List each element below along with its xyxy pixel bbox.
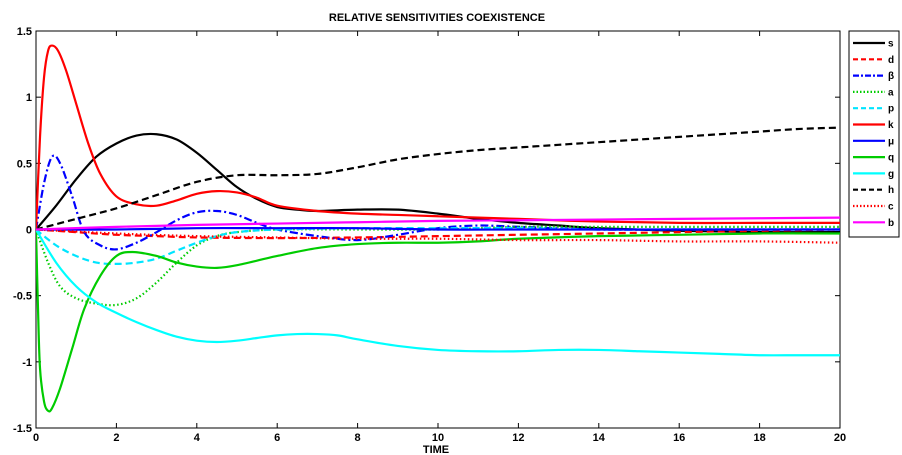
- x-tick-label: 0: [33, 432, 39, 444]
- series-line-10: [36, 228, 840, 244]
- legend-label: g: [888, 169, 894, 180]
- axis-ticks: 0 2 4 6 8 10 12 14 16 18 20 1.5 1 0.5 0 -0.5 -1 -1.5: [13, 26, 846, 444]
- x-tick-label: 2: [113, 432, 119, 444]
- legend-box: [848, 30, 900, 238]
- series-line-8: [36, 228, 840, 357]
- x-tick-label: 14: [593, 432, 606, 444]
- series-line-5: [36, 44, 840, 230]
- series-line-6: [36, 226, 840, 231]
- x-axis-label: TIME: [423, 444, 449, 455]
- y-tick-label: 1: [26, 92, 32, 104]
- legend-label: d: [888, 55, 894, 66]
- y-tick-label: 1.5: [17, 26, 32, 38]
- legend-label: h: [888, 185, 894, 196]
- series-line-9: [36, 126, 840, 231]
- legend-label: c: [888, 202, 894, 213]
- series-line-1: [36, 228, 840, 240]
- x-tick-label: 16: [673, 432, 685, 444]
- legend-label: s: [888, 39, 894, 50]
- x-tick-label: 12: [512, 432, 524, 444]
- x-tick-label: 6: [274, 432, 280, 444]
- series-line-11: [36, 216, 840, 231]
- legend-label: μ: [888, 136, 894, 147]
- y-tick-label: -1.5: [13, 423, 32, 435]
- x-tick-label: 20: [834, 432, 846, 444]
- legend-label: a: [888, 87, 894, 98]
- x-tick-label: 18: [753, 432, 765, 444]
- y-tick-label: -1: [22, 357, 32, 369]
- legend-label: q: [888, 153, 894, 164]
- series-line-2: [36, 154, 840, 251]
- legend-label: β: [888, 71, 894, 82]
- y-tick-label: 0.5: [17, 158, 32, 170]
- x-tick-label: 8: [355, 432, 361, 444]
- series-lines: [36, 44, 840, 413]
- chart-title: RELATIVE SENSITIVITIES COEXISTENCE: [329, 12, 545, 24]
- x-tick-label: 4: [194, 432, 201, 444]
- y-tick-label: -0.5: [13, 291, 32, 303]
- y-tick-label: 0: [26, 225, 32, 237]
- x-tick-label: 10: [432, 432, 444, 444]
- legend-label: b: [888, 218, 894, 229]
- legend-label: k: [888, 120, 894, 131]
- legend-label: p: [888, 104, 894, 115]
